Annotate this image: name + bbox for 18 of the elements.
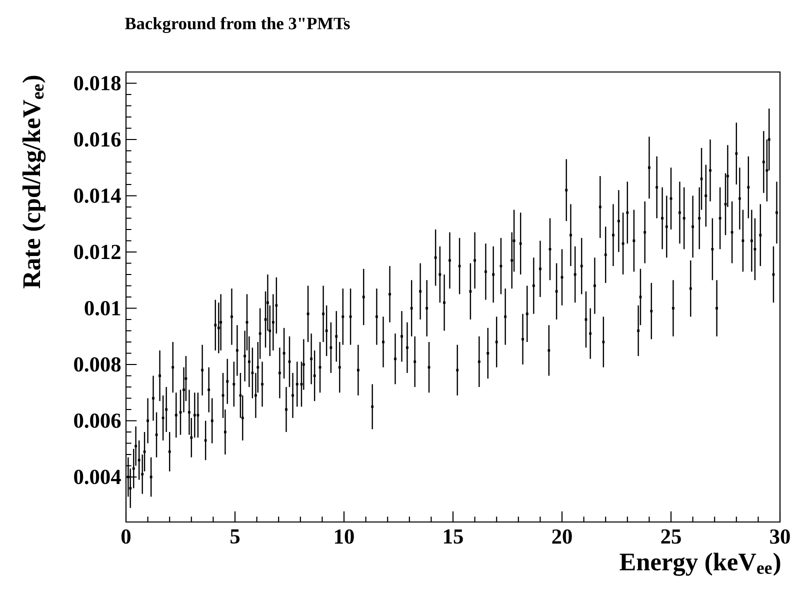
y-tick-label: 0.018 [74, 76, 121, 90]
y-axis-title: Rate (cpd/kg/keV$_{ee}$) [22, 76, 46, 288]
x-tick-label: 5 [230, 529, 240, 544]
y-tick-label: 0.014 [74, 188, 121, 203]
y-tick-label: 0.006 [74, 414, 121, 428]
y-tick-label: 0.004 [74, 470, 121, 484]
y-tick-label: 0.016 [74, 132, 121, 147]
y-tick-label: 0.01 [84, 301, 120, 316]
x-tick-label: 30 [770, 529, 790, 544]
x-axis-title: Energy (keV$_{ee}$) [620, 552, 780, 576]
x-tick-label: 10 [335, 529, 354, 544]
x-tick-label: 0 [121, 529, 131, 544]
y-tick-label: 0.012 [74, 244, 120, 260]
y-tick-label: 0.008 [74, 357, 121, 372]
x-tick-label: 20 [552, 529, 572, 544]
x-tick-label: 25 [661, 529, 681, 544]
chart-title: Background from the 3"PMTs [125, 16, 350, 34]
x-tick-label: 15 [444, 529, 463, 544]
